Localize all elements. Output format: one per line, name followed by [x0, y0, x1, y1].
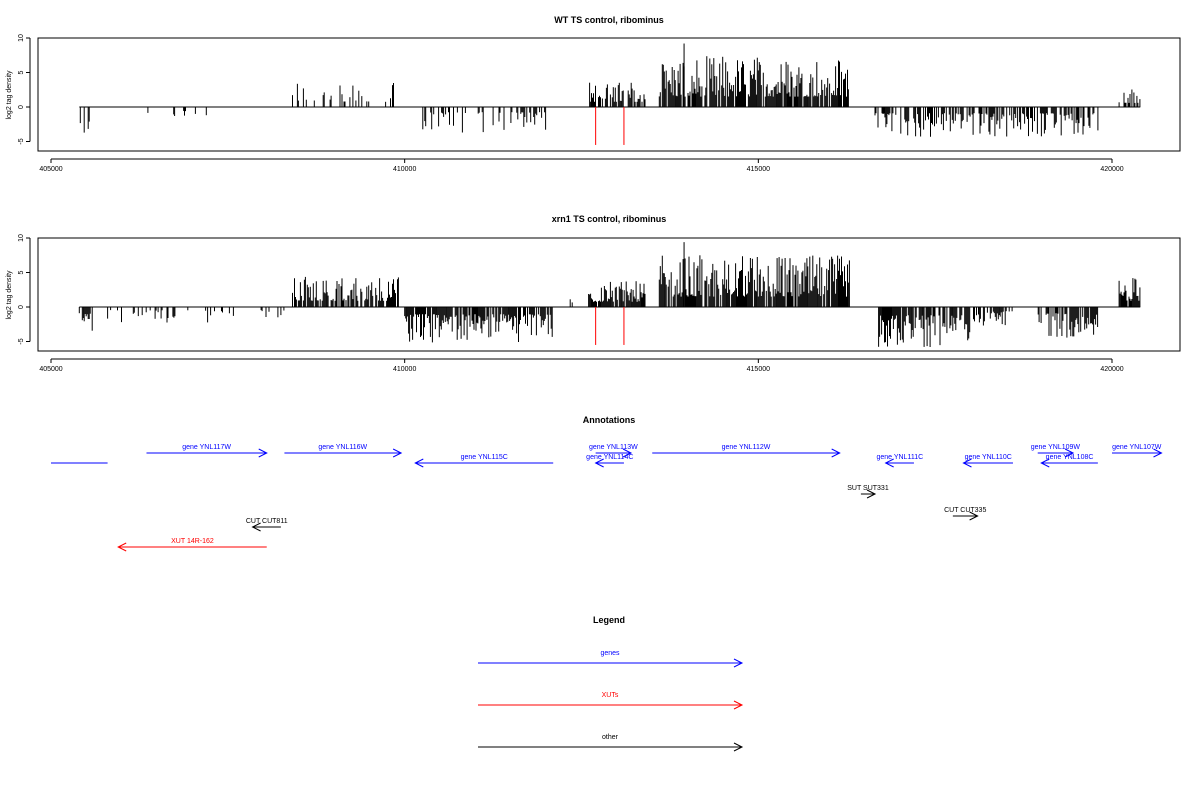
- xrn1-plot-frame: [37, 237, 1181, 352]
- annotation-feature-label: CUT CUT335: [944, 507, 986, 514]
- annotation-feature-label: gene YNL117W: [182, 444, 231, 451]
- annotation-feature: gene YNL107W: [1112, 444, 1163, 458]
- annotation-feature-label: SUT SUT331: [847, 485, 889, 492]
- legend-item: other: [478, 734, 744, 752]
- annotation-feature: gene YNL112W: [652, 444, 841, 458]
- wt-x-tick-label: 420000: [1100, 166, 1123, 173]
- wt-y-tick-label: 5: [18, 70, 25, 74]
- annotation-feature-label: gene YNL113W: [589, 444, 638, 451]
- xrn1-y-axis: -5 0 5 10: [18, 234, 31, 345]
- xrn1-y-tick-label: 10: [18, 234, 25, 242]
- xrn1-track-title: xrn1 TS control, ribominus: [552, 214, 667, 224]
- xrn1-y-tick-label: -5: [18, 338, 25, 344]
- annotation-feature-label: gene YNL109W: [1031, 444, 1081, 451]
- xrn1-y-tick-label: 0: [18, 305, 25, 309]
- wt-track-title: WT TS control, ribominus: [554, 15, 664, 25]
- annotation-feature-arrowhead: [594, 458, 604, 468]
- annotation-feature-label: gene YNL108C: [1046, 454, 1094, 461]
- annotation-feature: CUT CUT335: [944, 507, 986, 521]
- wt-x-axis: 405000 410000 415000 420000: [39, 158, 1124, 173]
- annotation-feature: SUT SUT331: [847, 485, 889, 499]
- annotation-feature-arrowhead: [392, 448, 403, 458]
- annotation-feature: gene YNL114C: [586, 454, 633, 468]
- annotation-feature-label: gene YNL115C: [461, 454, 508, 461]
- annotation-feature-label: gene YNL110C: [965, 454, 1012, 461]
- xrn1-x-axis: 405000 410000 415000 420000: [39, 358, 1124, 373]
- xrn1-x-tick-label: 420000: [1100, 366, 1123, 373]
- annotation-feature: gene YNL111C: [876, 454, 923, 468]
- wt-red-markers: [595, 107, 625, 145]
- wt-y-axis: -5 0 5 10: [18, 34, 31, 145]
- annotation-feature-label: CUT CUT811: [246, 518, 288, 525]
- legend-item-label: genes: [600, 650, 620, 657]
- annotation-feature: XUT 14R-162: [117, 538, 267, 552]
- annotation-feature: gene YNL117W: [146, 444, 268, 458]
- annotation-feature: gene YNL109W: [1031, 444, 1081, 458]
- annotation-feature-arrowhead: [866, 489, 877, 499]
- annotation-feature-label: gene YNL112W: [722, 444, 771, 451]
- wt-y-tick-label: -5: [18, 138, 25, 144]
- xrn1-x-tick-label: 405000: [39, 366, 62, 373]
- wt-signal-bars: [79, 43, 1141, 137]
- legend-item-arrowhead: [733, 742, 744, 752]
- xrn1-y-axis-label: log2 tag density: [6, 270, 13, 320]
- xrn1-red-markers: [595, 307, 625, 345]
- annotation-feature: gene YNL116W: [284, 444, 403, 458]
- annotation-feature-arrowhead: [1153, 448, 1163, 458]
- annotation-feature-label: gene YNL114C: [586, 454, 633, 461]
- annotation-feature-arrowhead: [831, 448, 841, 458]
- wt-x-tick-label: 410000: [393, 166, 416, 173]
- wt-y-tick-label: 10: [18, 34, 25, 42]
- annotation-feature-label: gene YNL107W: [1112, 444, 1162, 451]
- annotation-feature-arrowhead: [117, 542, 127, 552]
- annotations-title: Annotations: [583, 415, 636, 425]
- legend-title: Legend: [593, 615, 625, 625]
- legend-items: genes XUTs other: [478, 650, 744, 752]
- annotation-feature-arrowhead: [962, 458, 972, 468]
- annotation-feature: CUT CUT811: [246, 518, 288, 532]
- wt-y-tick-label: 0: [18, 105, 25, 109]
- wt-y-axis-label: log2 tag density: [6, 70, 13, 120]
- annotation-feature: gene YNL108C: [1040, 454, 1098, 468]
- annotation-feature: gene YNL115C: [414, 454, 554, 468]
- annotation-feature-label: XUT 14R-162: [171, 538, 214, 545]
- wt-track-panel: WT TS control, ribominus log2 tag densit…: [6, 15, 1181, 173]
- annotation-features: gene YNL117W gene YNL116W gene YNL115C gene…: [51, 444, 1163, 552]
- legend-item-label: other: [602, 734, 619, 741]
- xrn1-x-tick-label: 415000: [747, 366, 770, 373]
- legend-item: XUTs: [478, 692, 744, 710]
- xrn1-track-panel: xrn1 TS control, ribominus log2 tag dens…: [6, 214, 1181, 373]
- xrn1-x-tick-label: 410000: [393, 366, 416, 373]
- annotation-feature: gene YNL113W: [589, 444, 638, 458]
- legend-item-label: XUTs: [602, 692, 619, 699]
- wt-x-tick-label: 415000: [747, 166, 770, 173]
- legend-item: genes: [478, 650, 744, 668]
- annotation-feature-arrowhead: [622, 448, 633, 458]
- annotation-feature-label: gene YNL111C: [876, 454, 923, 461]
- annotation-feature-arrowhead: [1040, 458, 1050, 468]
- wt-x-tick-label: 405000: [39, 166, 62, 173]
- annotation-feature-arrowhead: [884, 458, 894, 468]
- legend-panel: Legend genes XUTs other: [478, 615, 744, 752]
- annotation-feature-arrowhead: [969, 511, 979, 521]
- annotation-feature-arrowhead: [1064, 448, 1075, 458]
- xrn1-signal-bars: [78, 242, 1141, 347]
- xrn1-y-tick-label: 5: [18, 270, 25, 274]
- annotation-feature-arrowhead: [251, 522, 261, 532]
- annotations-panel: Annotations gene YNL117W gene YNL116Wgene…: [51, 415, 1163, 552]
- annotation-feature-arrowhead: [258, 448, 268, 458]
- wt-plot-frame: [37, 37, 1181, 152]
- annotation-feature-arrowhead: [414, 458, 424, 468]
- legend-item-arrowhead: [733, 658, 744, 668]
- annotation-feature: gene YNL110C: [962, 454, 1013, 468]
- legend-item-arrowhead: [733, 700, 744, 710]
- annotation-feature-label: gene YNL116W: [318, 444, 367, 451]
